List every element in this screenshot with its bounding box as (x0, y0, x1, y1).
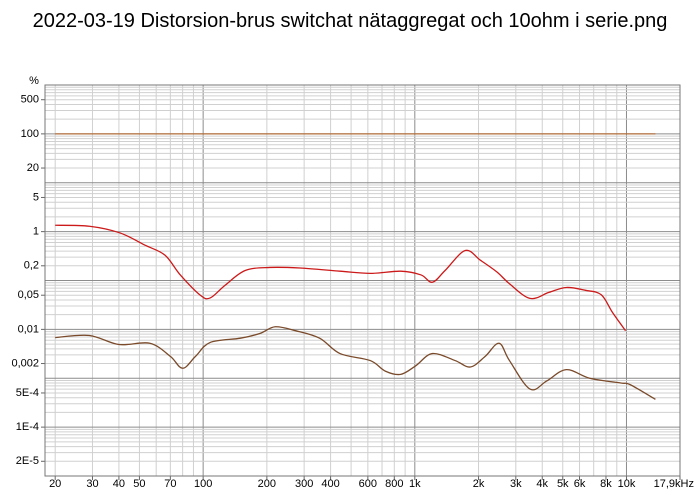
x-tick-label: 4k (536, 478, 548, 490)
x-tick-label: 400 (321, 478, 339, 490)
y-tick-label: 0,01 (18, 323, 39, 335)
y-unit: % (29, 75, 39, 87)
x-tick-label: 17,9kHz (654, 478, 694, 490)
chart-title: 2022-03-19 Distorsion-brus switchat näta… (32, 10, 668, 32)
x-tick-label: 70 (164, 478, 176, 490)
x-tick-label: 40 (113, 478, 125, 490)
x-tick-label: 30 (86, 478, 98, 490)
y-tick-label: 1 (33, 226, 39, 238)
y-tick-label: 0,002 (11, 357, 39, 369)
y-tick-label: 100 (21, 128, 39, 140)
x-tick-label: 20 (49, 478, 61, 490)
y-tick-label: 2E-5 (16, 455, 39, 467)
x-tick-label: 5k (557, 478, 569, 490)
y-tick-label: 0,2 (24, 260, 39, 272)
y-tick-label: 5E-4 (16, 387, 39, 399)
plot-frame (44, 84, 681, 477)
x-tick-label: 100 (194, 478, 212, 490)
y-tick-label: 1E-4 (16, 421, 39, 433)
x-tick-label: 300 (295, 478, 313, 490)
x-tick-label: 1k (409, 478, 421, 490)
x-tick-label: 3k (510, 478, 522, 490)
y-tick-label: 0,05 (18, 289, 39, 301)
x-tick-label: 2k (473, 478, 485, 490)
y-tick-label: 500 (21, 94, 39, 106)
y-tick-label: 20 (27, 162, 39, 174)
series-line (55, 326, 656, 400)
x-tick-label: 6k (574, 478, 586, 490)
x-tick-label: 8k (600, 478, 612, 490)
x-tick-label: 10k (618, 478, 636, 490)
x-tick-label: 800 (385, 478, 403, 490)
x-tick-label: 50 (133, 478, 145, 490)
x-tick-label: 600 (359, 478, 377, 490)
series-line (55, 224, 627, 332)
x-tick-label: 200 (258, 478, 276, 490)
y-tick-label: 5 (33, 191, 39, 203)
